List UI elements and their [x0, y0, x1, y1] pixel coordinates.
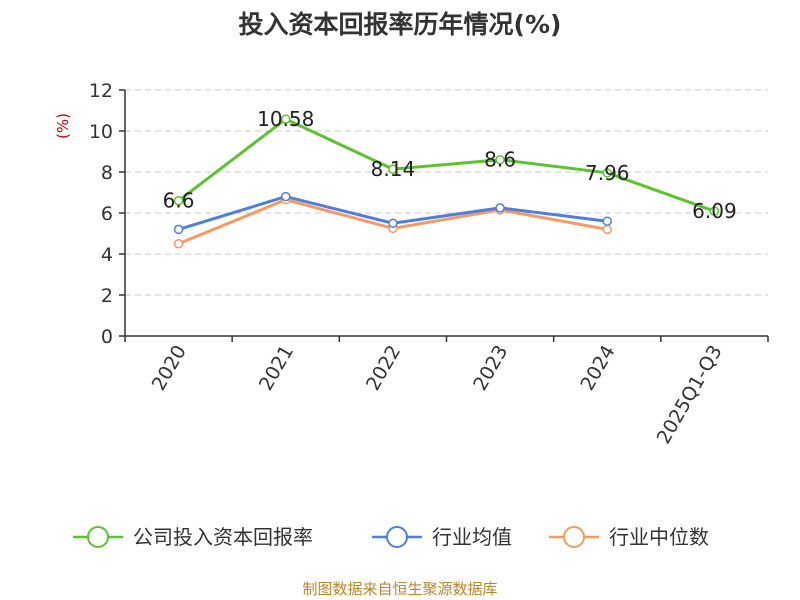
- legend-label: 行业均值: [432, 525, 512, 549]
- data-point: [173, 195, 184, 206]
- data-point: [709, 206, 720, 216]
- x-tick-label: 2025Q1-Q3: [653, 342, 727, 448]
- data-label: 8.14: [371, 157, 416, 181]
- data-label: 10.58: [257, 107, 314, 131]
- data-label: 7.96: [585, 161, 630, 185]
- y-axis-unit-label: (%): [54, 113, 72, 139]
- legend-label: 公司投入资本回报率: [133, 525, 313, 549]
- y-tick-label: 12: [89, 80, 113, 102]
- data-point: [281, 191, 291, 202]
- legend-marker: [386, 526, 408, 548]
- y-tick-label: 6: [101, 203, 113, 225]
- x-tick-label: 2022: [362, 342, 405, 395]
- data-point: [281, 114, 291, 124]
- legend-label: 行业中位数: [609, 525, 709, 549]
- series-line: [177, 117, 715, 213]
- y-tick-label: 10: [89, 121, 113, 143]
- legend-marker: [563, 526, 585, 548]
- data-point: [388, 218, 398, 228]
- data-point: [602, 224, 612, 235]
- data-label: 6.6: [163, 189, 195, 213]
- data-point: [173, 239, 184, 249]
- x-tick-label: 2024: [576, 342, 619, 395]
- source-note: 制图数据来自恒生聚源数据库: [302, 580, 497, 598]
- chart-title: 投入资本回报率历年情况(%): [239, 10, 562, 39]
- legend: 公司投入资本回报率 行业均值 行业中位数: [73, 525, 709, 549]
- y-tick-label: 2: [101, 285, 113, 307]
- legend-marker: [87, 526, 109, 548]
- x-tick-label: 2021: [255, 342, 298, 395]
- axes: 0 2 4 6 8 10 12 2020 2021 2022 2023 2024 2025Q1-Q3: [89, 80, 769, 448]
- x-tick-label: 2020: [148, 342, 191, 395]
- gridlines: [125, 89, 768, 296]
- data-labels: 6.6 10.58 8.14 8.6 7.96 6.09: [163, 107, 737, 223]
- data-point: [602, 216, 612, 226]
- series-layer: [173, 114, 720, 249]
- y-tick-label: 8: [101, 162, 113, 184]
- data-point: [173, 224, 184, 235]
- data-point: [495, 154, 505, 165]
- data-point: [388, 164, 398, 174]
- data-label: 6.09: [692, 199, 737, 223]
- data-point: [495, 203, 505, 213]
- x-tick-label: 2023: [469, 342, 512, 395]
- data-label: 8.6: [484, 148, 516, 172]
- y-tick-label: 0: [101, 326, 113, 348]
- y-tick-label: 4: [101, 244, 113, 266]
- data-point: [602, 168, 612, 178]
